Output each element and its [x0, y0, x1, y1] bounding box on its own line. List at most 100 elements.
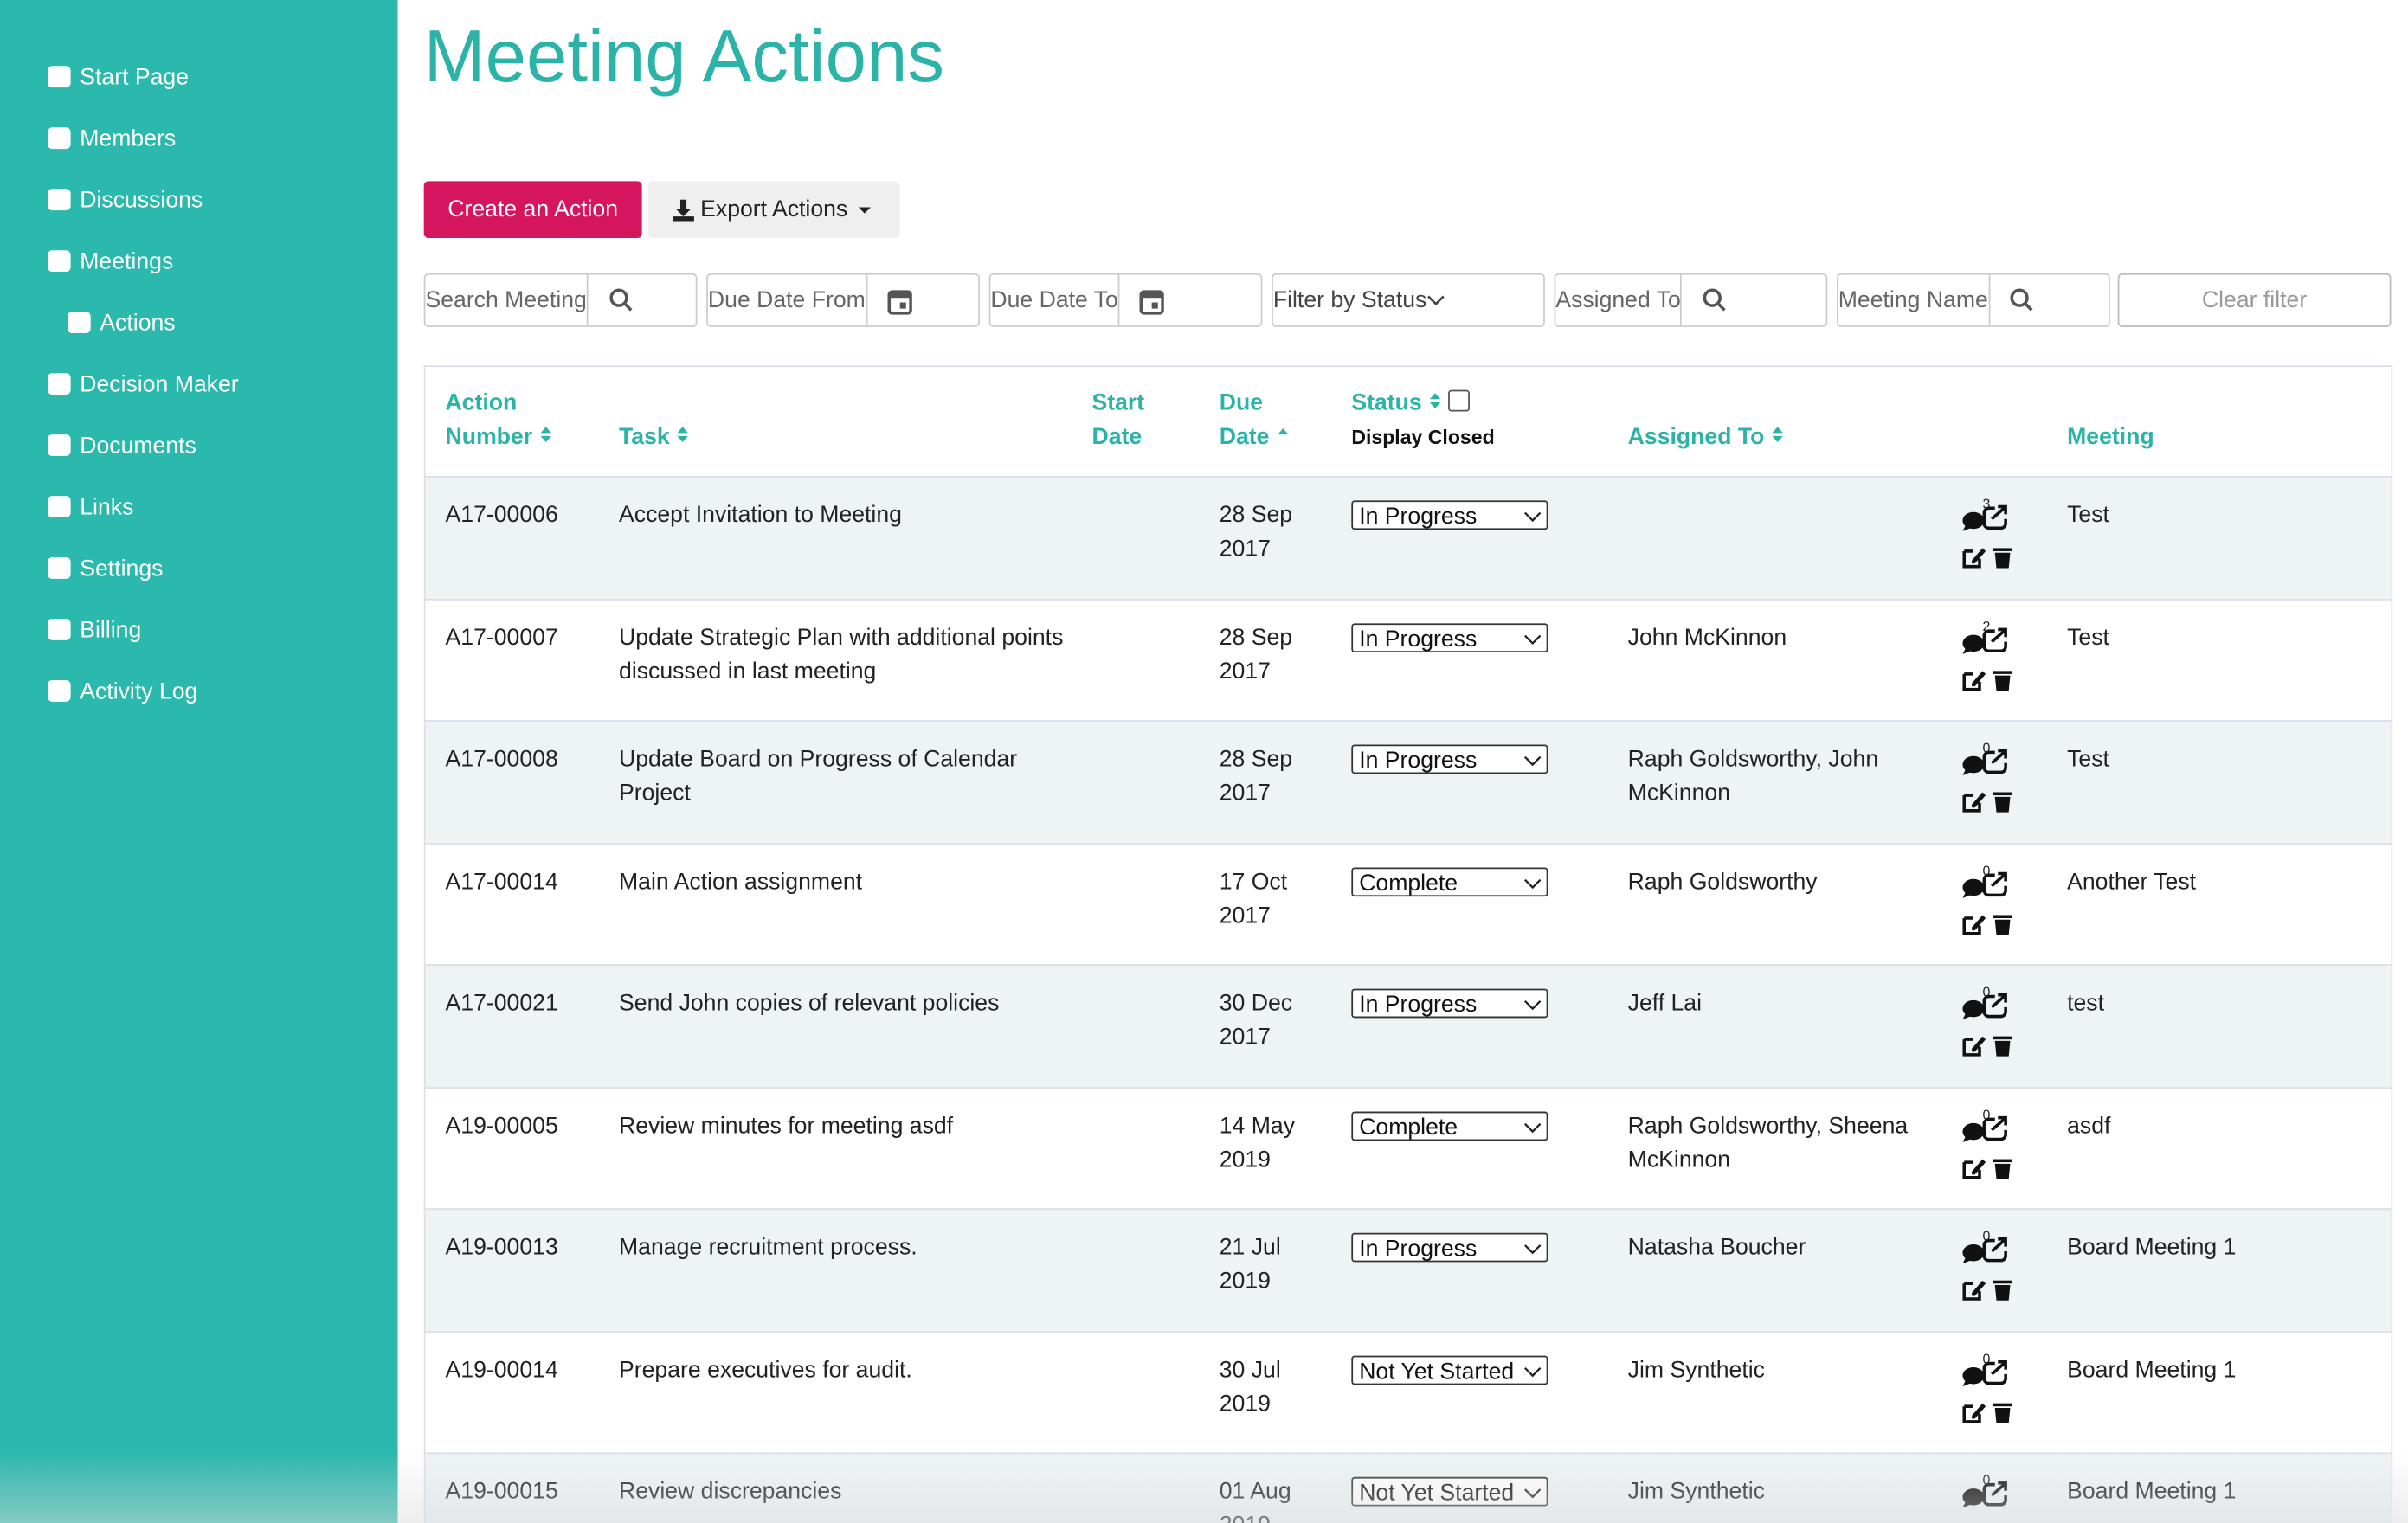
row-actions[interactable] [1961, 1479, 2023, 1523]
export-button[interactable]: Export Actions [647, 181, 900, 239]
dropdown-caret [1426, 287, 1454, 313]
table-row: A17-00008 Update Board on Progress of Cal… [425, 720, 2392, 844]
action-number[interactable]: A17-00007 [445, 624, 558, 651]
nav-item[interactable]: Links [48, 492, 133, 522]
action-number[interactable]: A17-00014 [445, 868, 558, 895]
row-actions[interactable] [1961, 1357, 2023, 1432]
filter-placeholder: Filter by Status [1272, 286, 1427, 313]
assigned-to: Raph Goldsworthy, John McKinnon [1627, 746, 1879, 806]
nav-item[interactable]: Discussions [48, 184, 203, 215]
filter-search-meeting[interactable]: Search Meeting [423, 273, 698, 327]
column-header: Task [619, 421, 742, 454]
filter-button[interactable] [1987, 274, 2054, 326]
filter-button[interactable] [865, 274, 931, 326]
table-row: A17-00006 Accept Invitation to Meeting 28 … [425, 476, 2392, 599]
action-number[interactable]: A19-00015 [445, 1478, 558, 1505]
filter-button[interactable] [1117, 274, 1184, 326]
status-select[interactable]: Complete [1351, 1110, 1548, 1141]
filter-button[interactable] [1680, 274, 1747, 326]
nav-icon [68, 312, 91, 334]
comment-count: 0 [1982, 1228, 1991, 1244]
meeting: Test [2067, 502, 2109, 529]
nav-item[interactable]: Members [48, 123, 176, 153]
table-row: A19-00014 Prepare executives for audit. 30… [425, 1330, 2392, 1454]
display-closed-checkbox[interactable] [1447, 389, 1470, 412]
action-number[interactable]: A19-00005 [445, 1112, 558, 1139]
nav-item[interactable]: Meetings [48, 246, 173, 276]
action-number[interactable]: A17-00021 [445, 990, 558, 1017]
status-select[interactable]: In Progress [1351, 744, 1548, 774]
meeting: Test [2067, 624, 2109, 651]
table-row: A17-00007 Update Strategic Plan with addi… [425, 598, 2392, 722]
status-value: Complete [1359, 870, 1458, 896]
status-value: In Progress [1359, 625, 1478, 652]
clear-filter-button[interactable]: Clear filter [2117, 273, 2392, 327]
action-number[interactable]: A17-00008 [445, 746, 558, 773]
action-number[interactable]: A17-00006 [445, 502, 558, 529]
nav-label: Links [80, 493, 134, 520]
nav-icon [48, 127, 71, 150]
status-select[interactable]: In Progress [1351, 500, 1548, 530]
task: Prepare executives for audit. [619, 1356, 912, 1383]
create-button[interactable]: Create an Action [423, 181, 642, 239]
row-actions[interactable] [1961, 868, 2023, 943]
status-select[interactable]: Not Yet Started [1351, 1476, 1548, 1507]
header-label: Start Date [1091, 389, 1145, 450]
meeting: Board Meeting 1 [2067, 1356, 2237, 1383]
nav-icon [48, 66, 71, 88]
nav-item[interactable]: Documents [48, 430, 196, 460]
nav-item[interactable]: Start Page [48, 61, 189, 92]
row-actions[interactable] [1961, 990, 2023, 1065]
nav-label: Decision Maker [80, 370, 239, 397]
comment-count: 0 [1982, 740, 1991, 755]
due-date: 30 Dec 2017 [1219, 990, 1293, 1051]
status-select[interactable]: Complete [1351, 866, 1548, 896]
status-select[interactable]: Not Yet Started [1351, 1354, 1548, 1385]
nav-item[interactable]: Settings [48, 553, 163, 583]
header-label: Task [619, 423, 670, 450]
row-actions[interactable] [1961, 746, 2023, 821]
filter-placeholder: Meeting Name [1838, 286, 1988, 313]
nav-icon [48, 496, 71, 517]
nav-item[interactable]: Billing [48, 614, 141, 645]
header-label: Meeting [2067, 423, 2154, 450]
table-row: A17-00021 Send John copies of relevant po… [425, 964, 2392, 1088]
comment-count: 0 [1982, 1472, 1991, 1488]
assigned-to: Raph Goldsworthy, Sheena McKinnon [1627, 1112, 1909, 1173]
task: Send John copies of relevant policies [619, 990, 1000, 1017]
column-header: Action Number [446, 387, 557, 454]
nav-label: Settings [80, 555, 164, 582]
row-actions[interactable] [1961, 502, 2023, 577]
table-row: A19-00005 Review minutes for meeting asdf… [425, 1086, 2392, 1210]
page-title: Meeting Actions [423, 16, 944, 99]
row-actions[interactable] [1961, 1112, 2023, 1187]
status-select[interactable]: In Progress [1351, 988, 1548, 1019]
action-number[interactable]: A19-00013 [445, 1234, 558, 1261]
due-date: 21 Jul 2019 [1219, 1234, 1281, 1295]
nav-icon [48, 619, 71, 640]
filter-due-from[interactable]: Due Date From [706, 273, 980, 327]
display-closed-label: Display Closed [1351, 425, 1495, 449]
nav-item[interactable]: Actions [68, 307, 176, 337]
filter-placeholder: Due Date From [707, 286, 866, 313]
status-select[interactable]: In Progress [1351, 1232, 1548, 1263]
nav-item[interactable]: Decision Maker [48, 369, 239, 399]
filter-meeting-name[interactable]: Meeting Name [1836, 273, 2110, 327]
task: Main Action assignment [619, 868, 863, 895]
status-select[interactable]: In Progress [1351, 622, 1548, 652]
filter-due-to[interactable]: Due Date To [988, 273, 1263, 327]
nav-icon [48, 434, 71, 456]
filter-button[interactable] [586, 274, 653, 326]
action-number[interactable]: A19-00014 [445, 1356, 558, 1383]
filter-status[interactable]: Filter by Status [1272, 273, 1545, 327]
nav-item[interactable]: Activity Log [48, 676, 197, 706]
header-label: Action Number [445, 389, 533, 450]
meeting: Board Meeting 1 [2067, 1478, 2237, 1505]
row-actions[interactable] [1961, 1234, 2023, 1309]
due-date: 28 Sep 2017 [1219, 502, 1293, 562]
meeting: Test [2067, 746, 2109, 773]
filter-assigned-to[interactable]: Assigned To [1554, 273, 1828, 327]
header-label: Due Date [1219, 389, 1270, 450]
row-actions[interactable] [1961, 624, 2023, 699]
nav-icon [48, 557, 71, 579]
